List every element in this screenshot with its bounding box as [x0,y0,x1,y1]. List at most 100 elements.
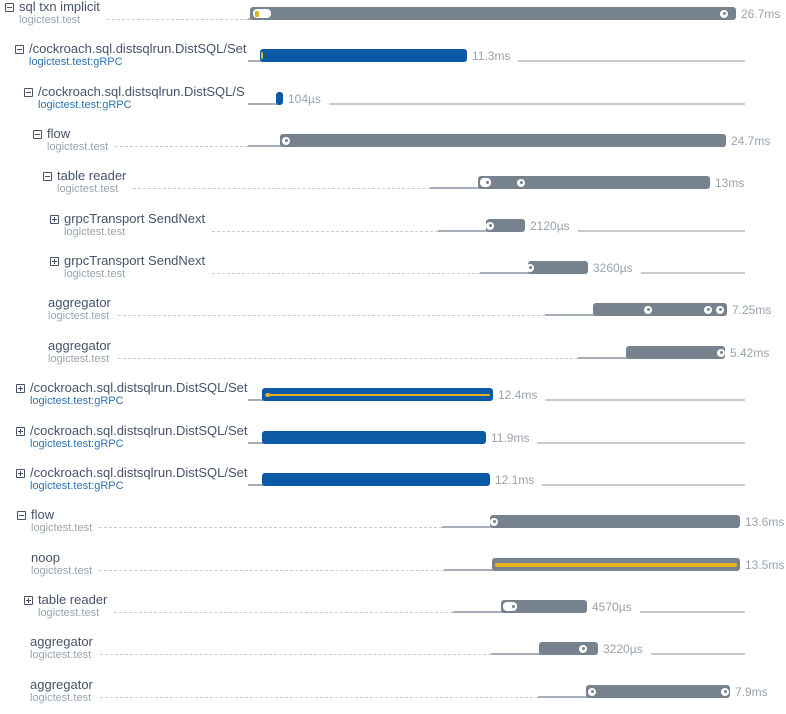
overlay-stripe [495,562,737,567]
leader-solid-line [444,569,494,571]
span-operation-name: /cockroach.sql.distsqlrun.DistSQL/Set [30,381,248,395]
leader-solid-line [442,526,492,528]
overlay-stripe [265,393,490,396]
span-row: grpcTransport SendNext logictest.test 21… [0,212,786,248]
span-duration: 104µs [288,92,321,106]
span-labels[interactable]: /cockroach.sql.distsqlrun.DistSQL/Set lo… [30,381,249,407]
yellow-event-tick-icon [266,392,270,397]
event-marker-icon [704,305,712,314]
leader-solid-line [538,696,588,698]
span-bar[interactable] [626,346,725,359]
yellow-event-tick-icon [255,10,259,17]
leader-dashed-line [99,570,444,571]
span-duration: 7.25ms [732,303,772,317]
span-duration: 12.4ms [498,388,538,402]
span-process-name: logictest.test [19,14,81,26]
span-bar[interactable] [526,261,588,274]
span-labels[interactable]: grpcTransport SendNext logictest.test [64,212,249,238]
span-labels[interactable]: /cockroach.sql.distsqlrun.DistSQL/Set lo… [30,424,249,450]
span-bar[interactable] [280,134,726,147]
span-operation-name: table reader [38,593,108,607]
span-bar[interactable] [490,515,740,528]
expand-icon[interactable] [16,384,25,393]
span-labels[interactable]: aggregator logictest.test [48,296,249,322]
leader-solid-line [248,145,282,147]
span-row: aggregator logictest.test 3220µs [0,635,786,671]
span-process-name: logictest.test [64,226,126,238]
span-duration: 3220µs [603,642,643,656]
span-process-name: logictest.test [57,183,119,195]
span-process-name: logictest.test [48,353,110,365]
span-row: /cockroach.sql.distsqlrun.DistSQL/Set lo… [0,466,786,502]
event-marker-icon [486,221,494,230]
collapse-icon[interactable] [17,511,26,520]
span-bar[interactable] [260,49,467,62]
leader-solid-line [248,103,278,105]
span-row: aggregator logictest.test 5.42ms [0,339,786,375]
collapse-icon[interactable] [24,88,33,97]
span-process-name: logictest.test:gRPC [30,480,124,492]
span-bar[interactable] [492,558,740,571]
collapse-icon[interactable] [5,3,14,12]
span-labels[interactable]: /cockroach.sql.distsqlrun.DistSQL/S logi… [38,85,249,111]
span-operation-name: aggregator [48,296,111,310]
span-bar[interactable] [276,92,283,105]
span-bar[interactable] [478,176,710,189]
leader-dashed-line [212,273,480,274]
span-labels[interactable]: /cockroach.sql.distsqlrun.DistSQL/Set lo… [30,466,249,492]
span-row: flow logictest.test 24.7ms [0,127,786,163]
trailing-line [578,230,745,232]
event-marker-icon [579,644,587,653]
collapse-icon[interactable] [43,172,52,181]
expand-icon[interactable] [16,427,25,436]
span-duration: 13.5ms [745,558,785,572]
expand-icon[interactable] [16,469,25,478]
span-labels[interactable]: aggregator logictest.test [48,339,249,365]
span-bar[interactable] [262,473,490,486]
span-bar[interactable] [539,642,598,655]
span-labels[interactable]: aggregator logictest.test [30,635,249,661]
span-bar[interactable] [262,431,486,444]
span-labels[interactable]: sql txn implicit logictest.test [19,0,249,26]
span-labels[interactable]: flow logictest.test [47,127,249,153]
expand-icon[interactable] [24,596,33,605]
span-operation-name: flow [31,508,55,522]
span-process-name: logictest.test [30,649,92,661]
expand-icon[interactable] [50,257,59,266]
trailing-line [542,484,745,486]
span-operation-name: /cockroach.sql.distsqlrun.DistSQL/Set [30,466,248,480]
expand-icon[interactable] [50,215,59,224]
event-cluster-icon [480,178,491,187]
span-labels[interactable]: aggregator logictest.test [30,678,249,704]
span-labels[interactable]: table reader logictest.test [38,593,249,619]
span-labels[interactable]: grpcTransport SendNext logictest.test [64,254,249,280]
span-bar[interactable] [586,685,730,698]
span-row: aggregator logictest.test 7.25ms [0,296,786,332]
span-labels[interactable]: flow logictest.test [31,508,249,534]
leader-dashed-line [100,654,491,655]
span-bar[interactable] [593,303,727,316]
span-labels[interactable]: table reader logictest.test [57,169,249,195]
span-bar[interactable] [486,219,525,232]
span-operation-name: grpcTransport SendNext [64,212,206,226]
span-bar[interactable] [250,7,736,20]
span-bar[interactable] [262,388,493,401]
event-marker-icon [720,9,728,18]
span-duration: 24.7ms [731,134,771,148]
collapse-icon[interactable] [33,130,42,139]
event-marker-icon [721,687,729,696]
collapse-icon[interactable] [15,45,24,54]
span-process-name: logictest.test:gRPC [30,438,124,450]
event-cluster-icon [503,602,517,611]
span-labels[interactable]: /cockroach.sql.distsqlrun.DistSQL/Set lo… [29,42,249,68]
leader-dashed-line [99,527,442,528]
span-row: /cockroach.sql.distsqlrun.DistSQL/Set lo… [0,381,786,417]
span-bar[interactable] [501,600,587,613]
event-marker-icon [517,178,525,187]
span-row: table reader logictest.test 4570µs [0,593,786,629]
span-row: aggregator logictest.test 7.9ms [0,678,786,714]
span-labels[interactable]: noop logictest.test [31,551,249,577]
span-operation-name: /cockroach.sql.distsqlrun.DistSQL/S [38,85,245,99]
trailing-line [640,611,745,613]
span-duration: 13.6ms [745,515,785,529]
